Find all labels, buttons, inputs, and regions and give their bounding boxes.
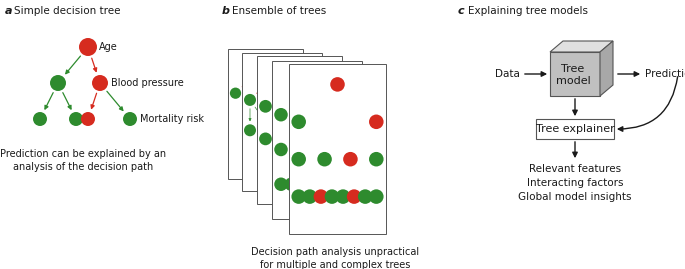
- Text: Explaining tree models: Explaining tree models: [468, 6, 588, 16]
- Bar: [272, 61, 362, 219]
- Circle shape: [50, 75, 66, 91]
- Circle shape: [291, 115, 306, 129]
- Circle shape: [369, 115, 384, 129]
- Circle shape: [265, 124, 277, 136]
- Text: Global model insights: Global model insights: [519, 192, 632, 202]
- Circle shape: [325, 189, 339, 204]
- Circle shape: [81, 112, 95, 126]
- Circle shape: [79, 38, 97, 56]
- Circle shape: [308, 124, 320, 136]
- Circle shape: [69, 112, 83, 126]
- Circle shape: [230, 88, 241, 99]
- Text: Relevant features: Relevant features: [529, 164, 621, 174]
- Bar: [242, 53, 322, 191]
- Circle shape: [310, 73, 324, 87]
- Text: Data: Data: [495, 69, 520, 79]
- Text: b: b: [222, 6, 230, 16]
- Circle shape: [293, 68, 306, 80]
- Circle shape: [244, 124, 256, 136]
- Circle shape: [244, 94, 256, 106]
- Text: model: model: [556, 76, 590, 86]
- Circle shape: [327, 100, 340, 113]
- Circle shape: [276, 63, 288, 76]
- Circle shape: [327, 133, 340, 145]
- Polygon shape: [600, 41, 613, 96]
- Circle shape: [346, 143, 360, 156]
- Text: Blood pressure: Blood pressure: [111, 78, 184, 88]
- Circle shape: [346, 178, 360, 191]
- Text: Ensemble of trees: Ensemble of trees: [232, 6, 326, 16]
- Circle shape: [336, 189, 350, 204]
- Circle shape: [259, 100, 272, 113]
- FancyArrowPatch shape: [619, 77, 677, 131]
- Circle shape: [330, 77, 345, 92]
- Text: Age: Age: [99, 42, 118, 52]
- Circle shape: [304, 133, 317, 145]
- Circle shape: [260, 59, 271, 70]
- Circle shape: [298, 143, 312, 156]
- Circle shape: [317, 152, 332, 167]
- Text: c: c: [458, 6, 464, 16]
- Circle shape: [315, 178, 329, 191]
- Text: a: a: [5, 6, 12, 16]
- Bar: [536, 119, 614, 139]
- Text: Mortality risk: Mortality risk: [140, 114, 204, 124]
- Circle shape: [295, 178, 308, 191]
- Circle shape: [308, 94, 320, 106]
- Circle shape: [343, 152, 358, 167]
- Text: Interacting factors: Interacting factors: [527, 178, 623, 188]
- Circle shape: [369, 189, 384, 204]
- Bar: [257, 56, 342, 204]
- Bar: [228, 49, 303, 179]
- Text: Tree explainer: Tree explainer: [536, 124, 614, 134]
- Text: Prediction: Prediction: [645, 69, 685, 79]
- Circle shape: [259, 133, 272, 145]
- Circle shape: [314, 189, 328, 204]
- Bar: [550, 52, 600, 96]
- Circle shape: [123, 112, 137, 126]
- Circle shape: [274, 108, 288, 122]
- Circle shape: [358, 189, 373, 204]
- Polygon shape: [550, 41, 613, 52]
- Text: Prediction can be explained by an
analysis of the decision path: Prediction can be explained by an analys…: [0, 149, 166, 172]
- Circle shape: [369, 152, 384, 167]
- Circle shape: [274, 143, 288, 156]
- Text: Simple decision tree: Simple decision tree: [14, 6, 121, 16]
- Text: Tree: Tree: [562, 64, 584, 74]
- Circle shape: [303, 189, 317, 204]
- Circle shape: [336, 178, 349, 191]
- Circle shape: [286, 124, 299, 136]
- Circle shape: [291, 152, 306, 167]
- Circle shape: [92, 75, 108, 91]
- Circle shape: [290, 88, 301, 99]
- Circle shape: [284, 178, 298, 191]
- Circle shape: [347, 189, 362, 204]
- Circle shape: [305, 178, 319, 191]
- Circle shape: [274, 178, 288, 191]
- Bar: [289, 64, 386, 234]
- Circle shape: [291, 189, 306, 204]
- Circle shape: [325, 178, 339, 191]
- Circle shape: [33, 112, 47, 126]
- Circle shape: [282, 133, 295, 145]
- Text: Decision path analysis unpractical
for multiple and complex trees: Decision path analysis unpractical for m…: [251, 247, 419, 269]
- Circle shape: [322, 143, 336, 156]
- Circle shape: [346, 108, 360, 122]
